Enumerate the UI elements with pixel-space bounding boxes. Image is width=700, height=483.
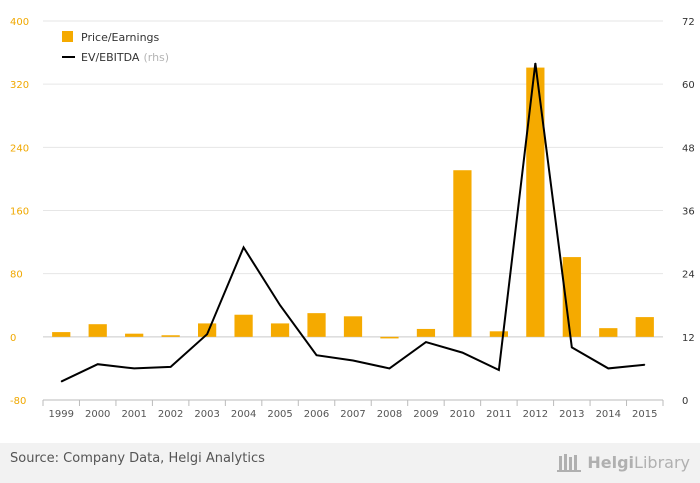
chart-svg: -80 0 0 12 80 24 160 36 240 48 320 60 400 72 1999 2000 2… [10,17,695,420]
point-ev-ebitda [316,354,318,356]
bar-price-earnings [599,328,618,337]
bar-price-earnings [270,323,290,337]
right-axis-tick-label: 48 [682,143,695,154]
point-ev-ebitda [279,304,281,306]
right-axis-tick-label: 24 [682,270,695,281]
left-axis-tick-label: 400 [10,17,29,28]
x-axis-tick-label: 2012 [523,409,548,420]
x-axis-tick-label: 2004 [231,409,256,420]
point-ev-ebitda [534,62,536,64]
x-axis-tick-label: 2007 [340,409,365,420]
right-axis-tick-label: 72 [682,17,695,28]
bar-price-earnings [380,336,399,339]
point-ev-ebitda [607,367,609,369]
x-axis-tick-label: 2002 [158,409,183,420]
point-ev-ebitda [388,367,390,369]
left-axis-tick-label: 0 [10,333,16,344]
library-icon [557,454,582,472]
point-ev-ebitda [498,369,500,371]
left-axis-tick-label: 160 [10,207,29,218]
point-ev-ebitda [461,352,463,354]
bar-price-earnings [307,313,326,337]
bar-price-earnings [453,170,472,337]
footer: Source: Company Data, Helgi Analytics He… [0,443,700,483]
x-axis-tick-label: 2003 [194,409,219,420]
legend-label-price-earnings: Price/Earnings [81,31,160,44]
bar-price-earnings [416,328,436,337]
point-ev-ebitda [133,367,135,369]
point-ev-ebitda [206,333,208,335]
x-axis-tick-label: 2001 [121,409,146,420]
axes: -80 0 0 12 80 24 160 36 240 48 320 60 400 72 1999 2000 2… [10,17,695,420]
x-axis-tick-label: 2011 [486,409,511,420]
point-ev-ebitda [170,366,172,368]
logo-text-helgi: Helgi [587,452,635,472]
legend: Price/Earnings EV/EBITDA (rhs) [62,31,169,64]
point-ev-ebitda [243,246,245,248]
point-ev-ebitda [425,341,427,343]
x-axis-tick-label: 2006 [304,409,329,420]
right-axis-tick-label: 36 [682,207,695,218]
x-axis-tick-label: 2005 [267,409,292,420]
point-ev-ebitda [97,363,99,365]
line-series [60,62,646,383]
point-ev-ebitda [644,364,646,366]
logo-text-library: Library [634,452,690,472]
left-axis-tick-label: 240 [10,143,29,154]
bar-price-earnings [88,324,107,337]
bar-price-earnings [526,67,545,337]
legend-swatch-price-earnings [62,31,73,42]
x-axis-tick-label: 2008 [377,409,402,420]
bar-price-earnings [52,332,71,337]
bar-price-earnings [125,333,144,337]
bar-price-earnings [489,331,508,337]
grid-lines [43,20,663,401]
x-axis-tick-label: 2013 [559,409,584,420]
source-text: Source: Company Data, Helgi Analytics [10,451,265,466]
x-axis-tick-label: 2000 [85,409,110,420]
point-ev-ebitda [60,381,62,383]
right-axis-tick-label: 0 [682,396,688,407]
right-axis-tick-label: 60 [682,80,695,91]
bar-series [52,67,654,339]
x-axis-tick-label: 1999 [49,409,74,420]
x-axis-tick-label: 2009 [413,409,438,420]
bar-price-earnings [161,335,180,337]
left-axis-tick-label: -80 [10,396,26,407]
x-axis-tick-label: 2015 [632,409,657,420]
point-ev-ebitda [571,346,573,348]
left-axis-tick-label: 320 [10,80,29,91]
legend-label-ev-ebitda: EV/EBITDA (rhs) [81,51,169,64]
bar-price-earnings [198,323,217,337]
right-axis-tick-label: 12 [682,333,695,344]
x-axis-tick-label: 2010 [450,409,475,420]
bar-price-earnings [234,314,253,337]
left-axis-tick-label: 80 [10,270,23,281]
bar-price-earnings [343,316,363,337]
point-ev-ebitda [352,360,354,362]
bar-price-earnings [635,317,654,337]
helgi-library-logo: HelgiLibrary [557,450,690,474]
x-axis-tick-label: 2014 [596,409,621,420]
